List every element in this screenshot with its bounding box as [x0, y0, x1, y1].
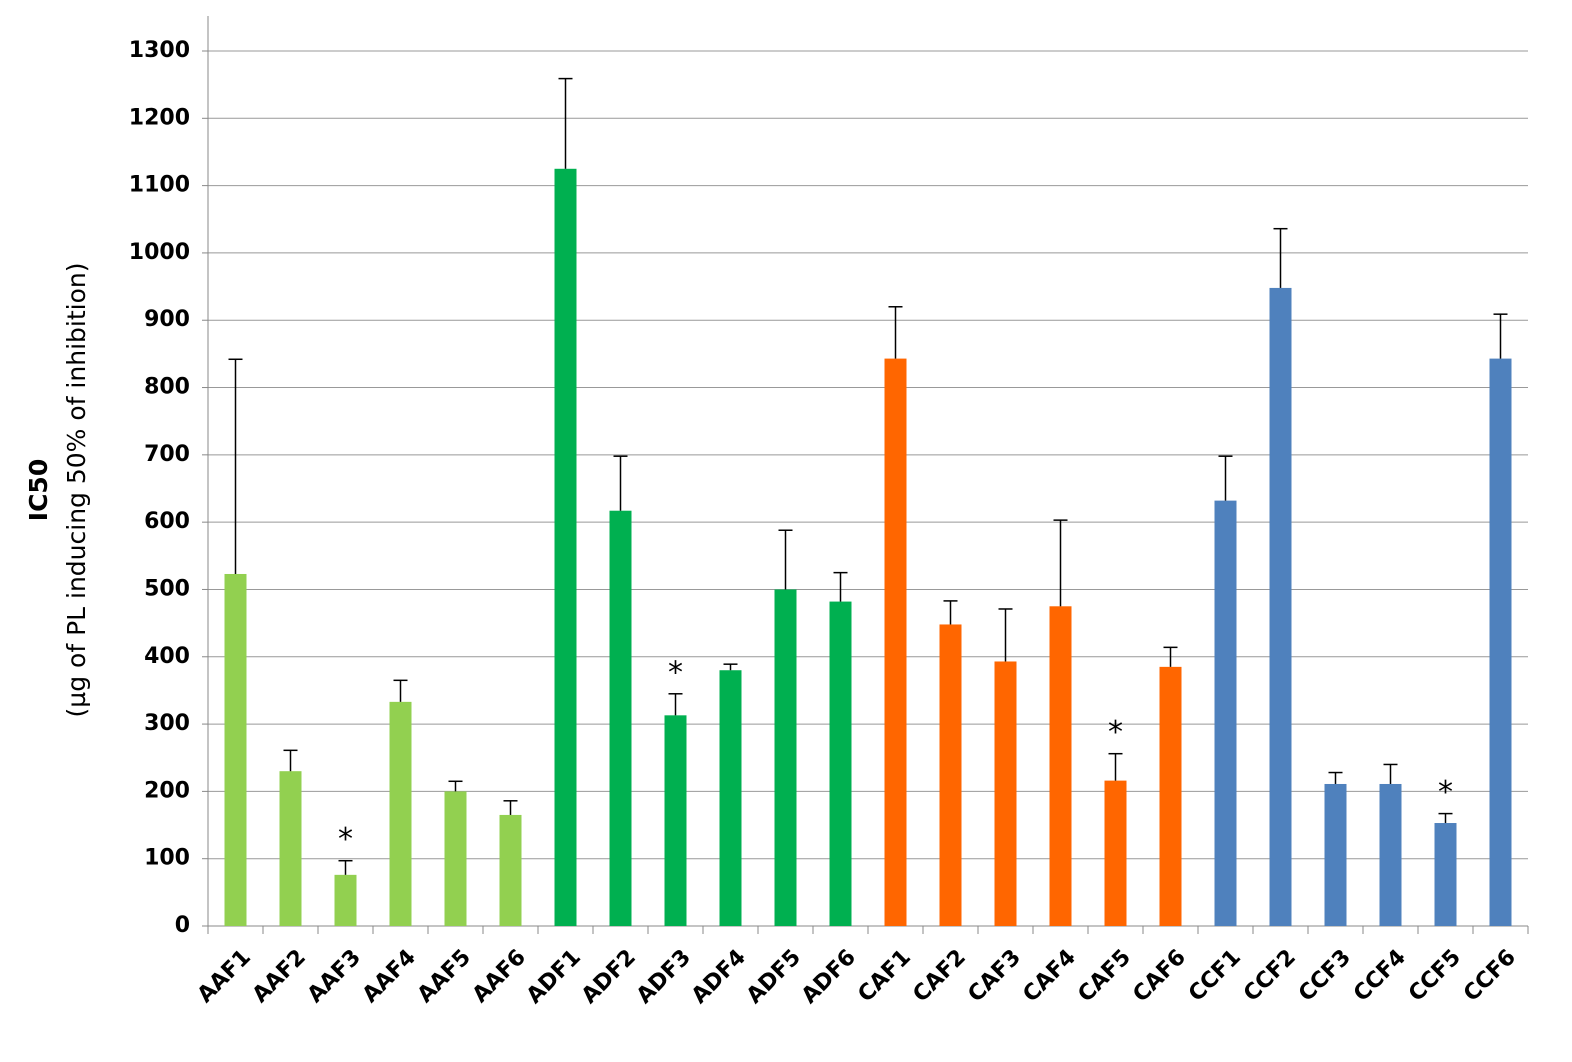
x-tick-label: ADF5 — [742, 945, 806, 1009]
y-tick-label: 1300 — [129, 38, 190, 63]
x-tick-label: CCF6 — [1459, 945, 1521, 1007]
error-bar — [943, 600, 958, 625]
x-tick-label: CAF1 — [853, 945, 916, 1008]
bar — [1104, 780, 1127, 926]
bar — [1489, 358, 1512, 926]
significance-mark: * — [1108, 715, 1123, 750]
error-bar — [1108, 752, 1123, 781]
bar — [939, 624, 962, 926]
x-tick-label: CCF4 — [1349, 945, 1411, 1007]
error-bar — [1218, 455, 1233, 501]
error-bar — [448, 780, 463, 792]
error-bar — [283, 749, 298, 772]
bar — [554, 168, 577, 927]
error-bar — [338, 859, 353, 875]
x-tick-label: CCF5 — [1404, 945, 1466, 1007]
y-tick-label: 900 — [144, 307, 190, 332]
bar — [884, 358, 907, 926]
error-bar — [1053, 519, 1068, 607]
x-tick-label: AAF4 — [358, 945, 421, 1008]
y-tick-label: 500 — [144, 576, 190, 601]
bar — [664, 715, 687, 926]
x-tick-label: CAF4 — [1018, 945, 1081, 1008]
x-tick-label: ADF6 — [797, 945, 861, 1009]
error-bar — [228, 358, 243, 574]
error-bar — [833, 571, 848, 602]
error-bar — [1438, 812, 1453, 824]
x-tick-label: AAF3 — [303, 945, 366, 1008]
bar — [1434, 823, 1457, 926]
x-tick-label: ADF1 — [522, 945, 586, 1009]
y-tick-label: 1100 — [129, 173, 190, 198]
significance-mark: * — [668, 655, 683, 690]
error-bar — [393, 679, 408, 702]
error-bar — [1328, 771, 1343, 784]
bar — [279, 771, 302, 926]
x-tick-label: AAF1 — [193, 945, 256, 1008]
bar — [1049, 606, 1072, 926]
x-tick-label: CAF5 — [1073, 945, 1136, 1008]
significance-mark: * — [1438, 775, 1453, 810]
bar — [499, 814, 522, 926]
error-bar — [558, 77, 573, 169]
bar — [389, 701, 412, 926]
y-tick-label: 300 — [144, 711, 190, 736]
y-tick-label: 100 — [144, 846, 190, 871]
y-label-line: IC50 — [24, 459, 53, 521]
y-tick-label: 1000 — [129, 240, 190, 265]
error-bar — [613, 455, 628, 511]
y-tick-label: 800 — [144, 375, 190, 400]
x-tick-label: CAF3 — [963, 945, 1026, 1008]
x-tick-label: CCF3 — [1294, 945, 1356, 1007]
y-tick-label: 0 — [175, 913, 190, 938]
x-tick-label: AAF5 — [413, 945, 476, 1008]
error-bar — [1493, 313, 1508, 359]
y-tick-label: 600 — [144, 509, 190, 534]
error-bar — [503, 800, 518, 815]
bar — [1379, 783, 1402, 926]
x-tick-label: CAF6 — [1128, 945, 1191, 1008]
y-tick-label: 400 — [144, 644, 190, 669]
bar — [444, 791, 467, 926]
bar — [1269, 287, 1292, 926]
x-tick-label: ADF4 — [687, 945, 751, 1009]
error-bar — [1163, 646, 1178, 667]
y-axis-title: IC50 (µg of PL inducing 50% of inhibitio… — [24, 263, 91, 718]
error-bar — [998, 608, 1013, 662]
bar — [994, 661, 1017, 926]
y-tick-label: 700 — [144, 442, 190, 467]
error-bar — [778, 529, 793, 590]
error-bar — [723, 663, 738, 671]
error-bar — [1383, 763, 1398, 784]
bar — [1159, 666, 1182, 926]
bar — [1214, 500, 1237, 926]
bar — [1324, 783, 1347, 926]
x-tick-label: CCF2 — [1239, 945, 1301, 1007]
significance-mark: * — [338, 822, 353, 857]
bar — [609, 510, 632, 926]
y-tick-label: 1200 — [129, 105, 190, 130]
x-tick-label: CCF1 — [1184, 945, 1246, 1007]
x-tick-label: AAF6 — [468, 945, 531, 1008]
x-tick-label: ADF3 — [632, 945, 696, 1009]
error-bar — [1273, 227, 1288, 288]
y-label-line: (µg of PL inducing 50% of inhibition) — [62, 263, 91, 718]
error-bar — [668, 693, 683, 716]
x-tick-label: AAF2 — [248, 945, 311, 1008]
x-tick-label: ADF2 — [577, 945, 641, 1009]
bar — [774, 589, 797, 926]
bar — [719, 670, 742, 926]
bar — [224, 573, 247, 926]
bar — [334, 874, 357, 926]
x-tick-label: CAF2 — [908, 945, 971, 1008]
bar — [829, 601, 852, 926]
error-bar — [888, 306, 903, 359]
y-tick-label: 200 — [144, 778, 190, 803]
